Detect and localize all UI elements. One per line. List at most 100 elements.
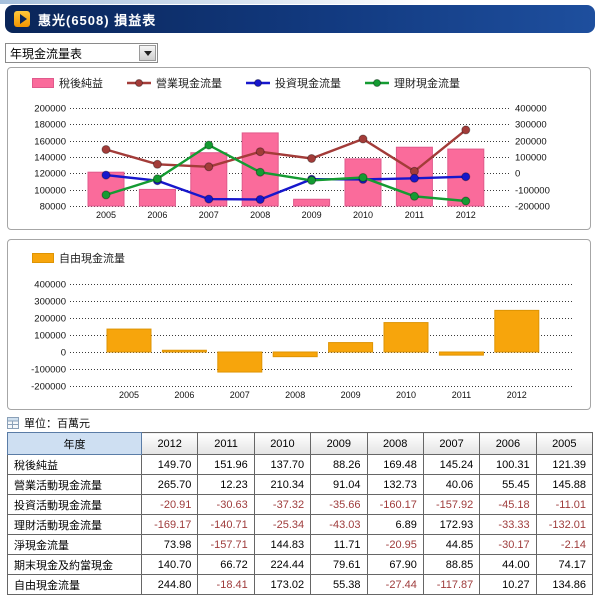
- cell-value: 11.71: [310, 534, 368, 555]
- legend-item: 營業現金流量: [127, 75, 222, 91]
- cell-value: 132.73: [366, 474, 424, 495]
- svg-text:180000: 180000: [34, 120, 66, 131]
- top-accent-strip: [0, 0, 430, 4]
- chart1-legend: 稅後純益 營業現金流量 投資現金流量 理財現金流量: [32, 75, 460, 91]
- svg-text:300000: 300000: [34, 297, 66, 308]
- cell-value: -157.71: [197, 534, 255, 555]
- svg-text:400000: 400000: [34, 280, 66, 291]
- svg-text:160000: 160000: [34, 137, 66, 148]
- svg-text:2010: 2010: [353, 210, 373, 220]
- row-label: 自由現金流量: [7, 574, 142, 595]
- cell-value: 145.88: [535, 474, 594, 495]
- cell-value: -27.44: [366, 574, 424, 595]
- cell-value: 55.38: [310, 574, 368, 595]
- table-row: 理財活動現金流量 -169.17 -140.71 -25.34 -43.03 6.89 17…: [7, 514, 594, 535]
- cell-value: 149.70: [140, 454, 199, 475]
- svg-text:0: 0: [61, 348, 66, 359]
- cell-value: -140.71: [197, 514, 255, 535]
- legend-item: 投資現金流量: [246, 75, 341, 91]
- cell-value: -18.41: [197, 574, 255, 595]
- cell-value: 100.31: [479, 454, 537, 475]
- legend-label: 投資現金流量: [275, 78, 341, 90]
- svg-text:2009: 2009: [302, 210, 322, 220]
- col-header-year: 2005: [535, 432, 594, 455]
- cell-value: 44.00: [479, 554, 537, 575]
- cell-value: -160.17: [366, 494, 424, 515]
- col-header-year: 2009: [310, 432, 368, 455]
- svg-text:100000: 100000: [515, 153, 547, 164]
- svg-text:-100000: -100000: [31, 365, 66, 376]
- col-header-year: 2011: [197, 432, 255, 455]
- cell-value: 172.93: [422, 514, 481, 535]
- bar-2011: [438, 351, 484, 356]
- cell-value: 224.44: [253, 554, 312, 575]
- svg-text:0: 0: [515, 169, 520, 180]
- row-label: 營業活動現金流量: [7, 474, 142, 495]
- cashflow-combo-chart-panel: 稅後純益 營業現金流量 投資現金流量 理財現金流量 200000 400000 18000…: [7, 67, 591, 230]
- chart2-plot: 400000 300000 200000 100000 0 -100000 -200000 2…: [31, 280, 574, 400]
- cell-value: -20.95: [366, 534, 424, 555]
- table-header-row: 年度 2012 2011 2010 2009 2008 2007 2006 2005: [7, 432, 594, 455]
- svg-text:120000: 120000: [34, 169, 66, 180]
- row-label: 期末現金及約當現金: [7, 554, 142, 575]
- cell-value: 73.98: [140, 534, 199, 555]
- bar-2007: [217, 351, 263, 373]
- cell-value: -45.18: [479, 494, 537, 515]
- svg-text:2007: 2007: [230, 390, 250, 400]
- cell-value: 40.06: [422, 474, 481, 495]
- report-type-select[interactable]: 年現金流量表: [5, 43, 158, 63]
- cell-value: 265.70: [140, 474, 199, 495]
- financial-table-head: 年度 2012 2011 2010 2009 2008 2007 2006 2005: [7, 432, 594, 455]
- svg-text:100000: 100000: [34, 331, 66, 342]
- chart1-grid: 200000 400000 180000 300000 160000 200000 1400…: [34, 104, 550, 213]
- cell-value: 210.34: [253, 474, 312, 495]
- cell-value: 12.23: [197, 474, 255, 495]
- legend-swatch-bar: [32, 253, 54, 263]
- line-series-2: [101, 140, 471, 206]
- legend-label: 自由現金流量: [59, 253, 125, 265]
- header-arrow-icon: [14, 11, 30, 27]
- svg-text:2011: 2011: [452, 390, 471, 400]
- cell-value: 173.02: [253, 574, 312, 595]
- legend-item: 理財現金流量: [365, 75, 460, 91]
- col-header-year-label: 年度: [7, 432, 142, 455]
- cell-value: -25.34: [253, 514, 312, 535]
- cell-value: -30.17: [479, 534, 537, 555]
- financial-table: 年度 2012 2011 2010 2009 2008 2007 2006 2005 稅後純益 1…: [7, 432, 594, 595]
- cell-value: 134.86: [535, 574, 594, 595]
- cell-value: 6.89: [366, 514, 424, 535]
- col-header-year: 2012: [140, 432, 199, 455]
- svg-text:2008: 2008: [285, 390, 305, 400]
- bar-2005: [106, 328, 152, 353]
- cell-value: -169.17: [140, 514, 199, 535]
- col-header-year: 2007: [422, 432, 481, 455]
- dropdown-arrow-icon[interactable]: [139, 45, 156, 61]
- cell-value: -20.91: [140, 494, 199, 515]
- cell-value: 140.70: [140, 554, 199, 575]
- cell-value: -11.01: [535, 494, 594, 515]
- cell-value: -132.01: [535, 514, 594, 535]
- cell-value: -33.33: [479, 514, 537, 535]
- cell-value: 121.39: [535, 454, 594, 475]
- cell-value: 145.24: [422, 454, 481, 475]
- table-row: 營業活動現金流量 265.70 12.23 210.34 91.04 132.73 40.0…: [7, 474, 594, 495]
- unit-note: 單位：百萬元: [7, 415, 90, 431]
- freecashflow-bars: [106, 309, 540, 373]
- row-label: 投資活動現金流量: [7, 494, 142, 515]
- svg-text:2010: 2010: [396, 390, 416, 400]
- cell-value: 137.70: [253, 454, 312, 475]
- svg-text:2006: 2006: [174, 390, 194, 400]
- table-row: 投資活動現金流量 -20.91 -30.63 -37.32 -35.66 -160.17-…: [7, 494, 594, 515]
- chart2-x-labels: 2005 2006 2007 2008 2009 2010 2011 2012: [119, 390, 527, 400]
- free-cashflow-chart-panel: 自由現金流量 400000 300000 200000 100000 0 -100000 -…: [7, 239, 591, 410]
- bar-2009: [293, 198, 331, 207]
- svg-text:2006: 2006: [147, 210, 167, 220]
- unit-table-icon: [7, 417, 19, 429]
- cell-value: 44.85: [422, 534, 481, 555]
- page-header: 惠光(6508) 損益表: [5, 5, 595, 33]
- netincome-bars: [87, 132, 485, 207]
- cell-value: 88.26: [310, 454, 368, 475]
- svg-text:-200000: -200000: [515, 202, 550, 213]
- cell-value: -35.66: [310, 494, 368, 515]
- unit-note-text: 單位：百萬元: [24, 418, 90, 430]
